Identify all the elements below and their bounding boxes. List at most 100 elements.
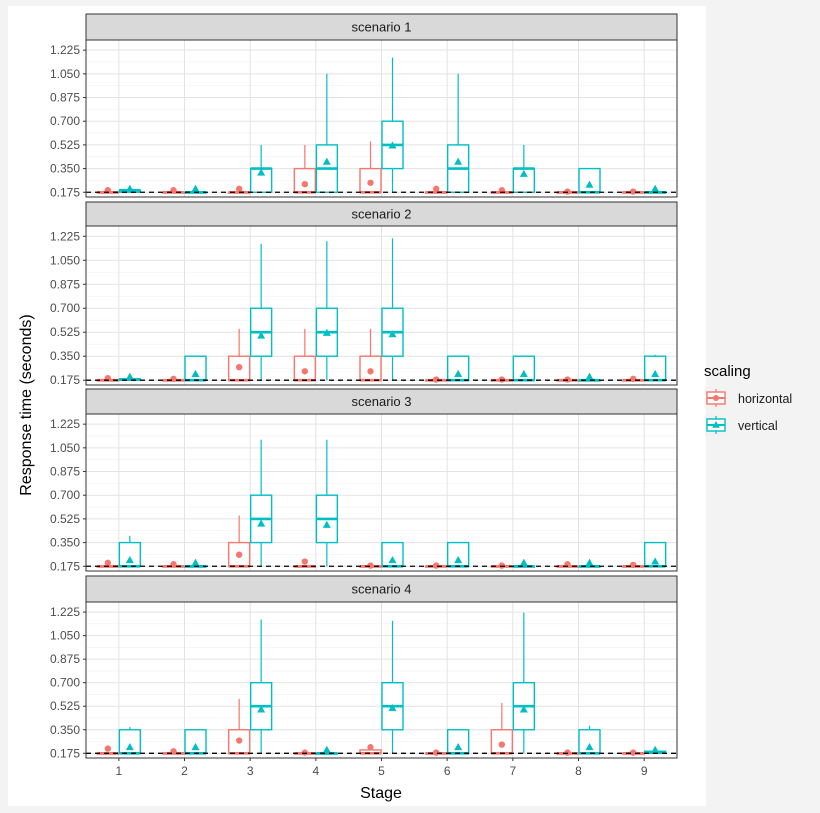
- box-vertical-stage-5: [381, 541, 404, 568]
- mean-point: [454, 555, 463, 564]
- y-tick-label: 0.700: [50, 301, 80, 315]
- mean-point: [191, 743, 200, 751]
- facet-strip: [85, 201, 678, 227]
- y-tick-label: 1.225: [50, 605, 80, 619]
- mean-point: [564, 749, 571, 756]
- box-vertical-stage-3: [249, 619, 273, 754]
- mean-point: [257, 519, 266, 527]
- y-tick-label: 1.225: [50, 43, 80, 57]
- box-vertical-stage-3: [249, 439, 273, 567]
- panel-1: scenario 1 0.175 0.350 0.525 0.700 0.875 1.050…: [50, 13, 678, 199]
- mean-point: [257, 705, 266, 713]
- box-vertical-stage-7: [512, 612, 536, 754]
- y-tick-label: 1.050: [50, 441, 80, 455]
- facet-strip-label: scenario 2: [352, 207, 412, 222]
- panel-4: scenario 4 0.175 0.350 0.525 0.700 0.875 1.050…: [50, 575, 678, 760]
- mean-point: [585, 558, 594, 566]
- mean-point: [519, 558, 528, 566]
- mean-point: [235, 363, 243, 371]
- y-axis-title: Response time (seconds): [18, 314, 35, 495]
- mean-point: [651, 557, 660, 565]
- y-tick-label: 0.175: [50, 559, 80, 573]
- box-horizontal-stage-5: [359, 328, 382, 382]
- y-tick-label: 0.525: [50, 138, 80, 152]
- legend-glyph-horizontal: [706, 389, 726, 407]
- mean-point: [564, 188, 571, 195]
- mean-point: [125, 743, 134, 751]
- mean-point: [170, 375, 177, 383]
- y-tick-label: 1.050: [50, 253, 80, 267]
- legend: scaling horizontal vertical: [704, 363, 792, 436]
- legend-item-horizontal: horizontal: [705, 387, 792, 409]
- mean-point: [629, 375, 637, 383]
- mean-point: [301, 180, 309, 188]
- mean-point: [651, 184, 660, 192]
- y-tick-label: 0.875: [50, 91, 80, 105]
- box-vertical-stage-8: [578, 725, 601, 755]
- mean-point: [651, 745, 660, 753]
- mean-point: [454, 743, 463, 751]
- x-tick-label: 2: [181, 764, 188, 778]
- box-vertical-stage-6: [446, 355, 470, 382]
- mean-point: [585, 743, 594, 751]
- mean-point: [519, 169, 528, 177]
- mean-point: [257, 168, 266, 176]
- y-tick-label: 1.225: [50, 417, 80, 431]
- box-vertical-stage-2: [184, 729, 207, 755]
- legend-point: [712, 421, 720, 428]
- box-vertical-stage-4: [315, 241, 339, 381]
- box-vertical-stage-1: [118, 727, 142, 755]
- mean-point: [191, 184, 200, 192]
- mean-point: [629, 749, 637, 756]
- box-vertical-stage-1: [118, 184, 142, 193]
- mean-point: [125, 372, 134, 380]
- box-vertical-stage-9: [643, 541, 667, 568]
- y-tick-label: 0.175: [50, 185, 80, 199]
- mean-point: [257, 331, 266, 339]
- mean-point: [585, 372, 594, 380]
- x-tick-label: 8: [575, 764, 582, 778]
- y-tick-label: 0.525: [50, 512, 80, 526]
- y-tick-label: 0.175: [50, 746, 80, 760]
- mean-point: [322, 328, 331, 336]
- mean-point: [388, 704, 397, 712]
- mean-point: [104, 745, 112, 752]
- box-vertical-stage-5: [381, 620, 404, 754]
- box-vertical-stage-3: [249, 144, 273, 193]
- y-tick-label: 0.350: [50, 349, 80, 363]
- legend-glyph-vertical: [706, 416, 726, 434]
- mean-point: [388, 141, 397, 149]
- x-axis: 1 2 3 4 5 6 7 8 9: [115, 758, 648, 778]
- mean-point: [235, 185, 243, 193]
- mean-point: [564, 376, 571, 383]
- facet-strip-label: scenario 4: [352, 582, 412, 597]
- box-vertical-stage-2: [184, 355, 207, 382]
- legend-label-horizontal: horizontal: [738, 392, 792, 406]
- box-vertical-stage-5: [381, 238, 404, 381]
- facet-strip: [85, 575, 678, 603]
- y-tick-label: 0.350: [50, 723, 80, 737]
- mean-point: [519, 369, 528, 377]
- panel-border: [85, 39, 678, 198]
- panel-border: [85, 413, 678, 572]
- mean-point: [125, 184, 134, 192]
- legend-point: [713, 395, 719, 401]
- box-vertical-stage-3: [249, 243, 273, 381]
- box-vertical-stage-5: [381, 57, 404, 193]
- box-vertical-stage-7: [512, 144, 536, 193]
- x-tick-label: 7: [509, 764, 516, 778]
- box-horizontal-stage-5: [359, 141, 382, 194]
- mean-point: [322, 745, 331, 753]
- box-vertical-stage-9: [643, 354, 667, 382]
- box-horizontal-stage-3: [227, 328, 251, 382]
- mean-point: [629, 561, 637, 569]
- mean-point: [235, 551, 243, 558]
- mean-point: [367, 179, 374, 186]
- x-tick-label: 1: [115, 764, 122, 778]
- box-vertical-stage-4: [315, 73, 339, 193]
- y-tick-label: 0.350: [50, 162, 80, 176]
- box-vertical-stage-6: [446, 729, 470, 755]
- box-vertical-stage-6: [446, 541, 470, 568]
- mean-point: [585, 180, 594, 188]
